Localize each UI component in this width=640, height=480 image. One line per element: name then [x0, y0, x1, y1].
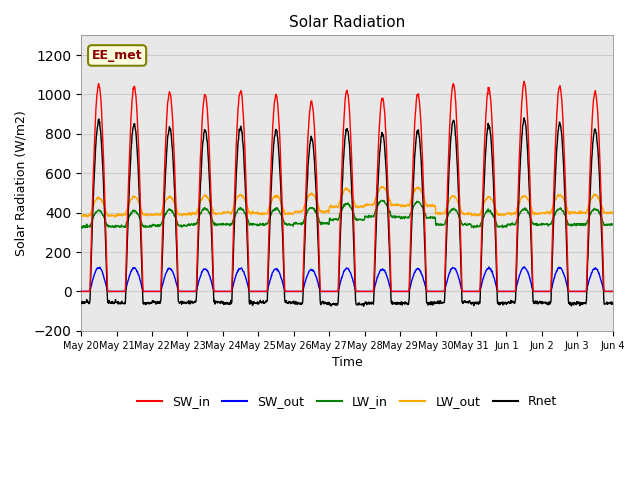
Text: EE_met: EE_met — [92, 49, 143, 62]
Y-axis label: Solar Radiation (W/m2): Solar Radiation (W/m2) — [15, 110, 28, 256]
Title: Solar Radiation: Solar Radiation — [289, 15, 405, 30]
X-axis label: Time: Time — [332, 356, 362, 369]
Legend: SW_in, SW_out, LW_in, LW_out, Rnet: SW_in, SW_out, LW_in, LW_out, Rnet — [132, 390, 562, 413]
